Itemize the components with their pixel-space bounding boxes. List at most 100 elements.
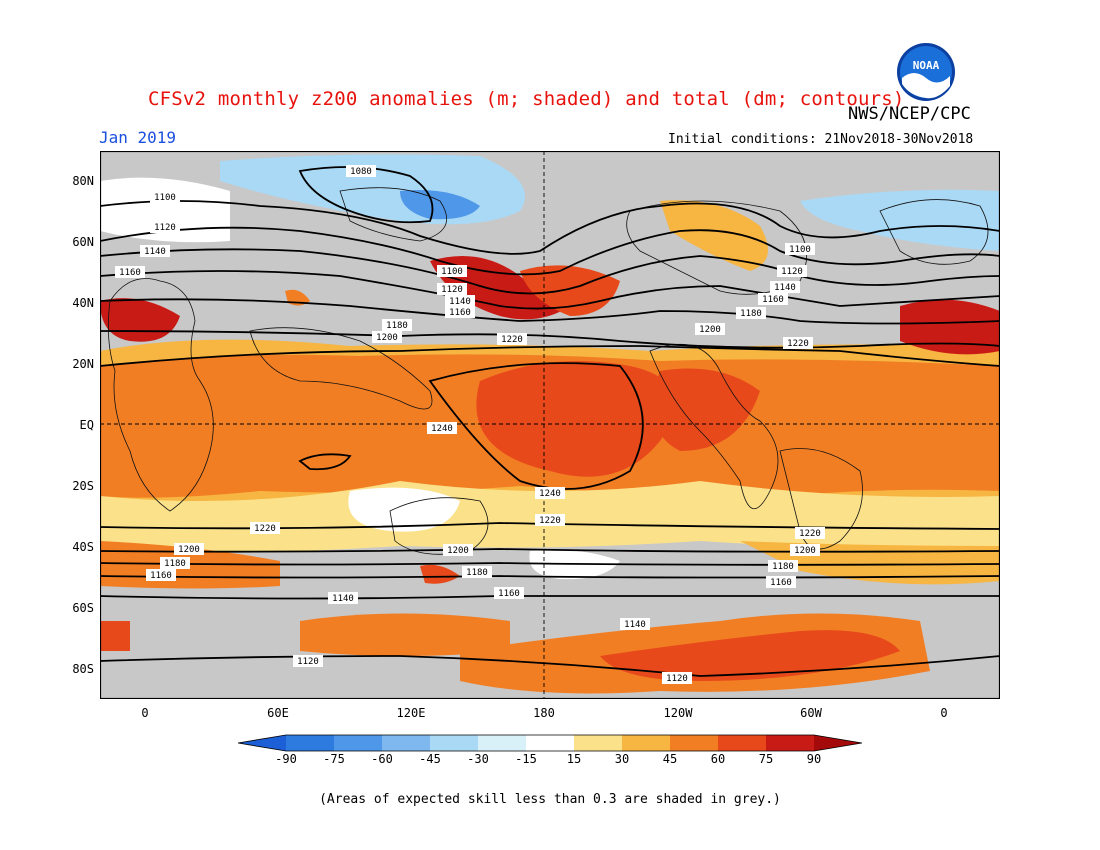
contour-label: 1140: [144, 247, 166, 257]
anomaly-minus45-minus60: [400, 190, 480, 220]
contour-label: 1120: [666, 674, 688, 684]
contour-label: 1220: [501, 335, 523, 345]
contour-labels: 1080 1100 1120 1140 1160 1100 1120 1140 …: [115, 165, 825, 684]
colorbar-swatch: [430, 735, 478, 751]
colorbar-label: 75: [758, 752, 774, 766]
chart-title: CFSv2 monthly z200 anomalies (m; shaded)…: [148, 88, 905, 110]
colorbar-label: -15: [515, 752, 537, 766]
anomaly-60-75: [100, 621, 130, 651]
colorbar-label: 60: [710, 752, 726, 766]
anomaly-60-75: [476, 361, 675, 477]
contour-label: 1200: [447, 546, 469, 556]
colorbar-label: 15: [566, 752, 582, 766]
contour-label: 1100: [441, 267, 463, 277]
colorbar-label: -45: [419, 752, 441, 766]
contour-label: 1180: [772, 562, 794, 572]
colorbar-swatch: [766, 735, 814, 751]
contour-label: 1160: [762, 295, 784, 305]
colorbar-swatch: [814, 735, 862, 751]
colorbar-swatch: [334, 735, 382, 751]
initial-conditions: Initial conditions: 21Nov2018-30Nov2018: [668, 132, 974, 147]
coastlines: [107, 187, 989, 555]
colorbar-label: 45: [662, 752, 678, 766]
contour-label: 1160: [498, 589, 520, 599]
contour-label: 1120: [441, 285, 463, 295]
contour-label: 1140: [624, 620, 646, 630]
contour-label: 1100: [789, 245, 811, 255]
lon-label: 60W: [800, 706, 822, 720]
colorbar-swatch: [670, 735, 718, 751]
colorbar-swatch: [478, 735, 526, 751]
contour-label: 1220: [254, 524, 276, 534]
contour-label: 1180: [740, 309, 762, 319]
lon-label: 0: [141, 706, 149, 720]
contour-label: 1240: [431, 424, 453, 434]
anomaly-60-75: [420, 564, 460, 584]
lat-label: 40S: [72, 540, 94, 554]
colorbar-label: -90: [275, 752, 297, 766]
anomaly-30-45: [660, 200, 768, 271]
contour-label: 1220: [539, 516, 561, 526]
colorbar-swatch: [622, 735, 670, 751]
contour-label: 1120: [781, 267, 803, 277]
noaa-logo: NOAA: [896, 42, 956, 102]
map-frame: [100, 151, 1000, 699]
colorbar-label: -30: [467, 752, 489, 766]
contour-label: 1100: [154, 193, 176, 203]
logo-text: NOAA: [913, 59, 940, 72]
contour-label: 1200: [178, 545, 200, 555]
anomaly-45-60: [248, 368, 360, 407]
lat-label: 40N: [72, 296, 94, 310]
colorbar-swatch: [238, 735, 286, 751]
lon-label: 180: [533, 706, 555, 720]
lat-label: 80N: [72, 174, 94, 188]
lat-label: 20N: [72, 357, 94, 371]
contour-label: 1160: [150, 571, 172, 581]
contour-label: 1160: [449, 308, 471, 318]
anomaly-75-90: [900, 299, 1000, 355]
lon-label: 60E: [267, 706, 289, 720]
colorbar-swatch: [574, 735, 622, 751]
colorbar-label: 90: [806, 752, 822, 766]
lon-label: 120E: [396, 706, 426, 720]
contour-label: 1200: [794, 546, 816, 556]
colorbar-swatch: [286, 735, 334, 751]
contour-label: 1140: [774, 283, 796, 293]
colorbar-label: -75: [323, 752, 345, 766]
lat-label: EQ: [79, 418, 94, 432]
anomaly-minus15-minus30: [800, 189, 1000, 251]
contour-label: 1240: [539, 489, 561, 499]
contour-label: 1160: [770, 578, 792, 588]
colorbar-swatch: [526, 735, 574, 751]
lat-label: 60N: [72, 235, 94, 249]
lon-label: 0: [940, 706, 948, 720]
contour-label: 1200: [699, 325, 721, 335]
lon-label: 120W: [663, 706, 693, 720]
contour-label: 1180: [386, 321, 408, 331]
contour-label: 1200: [376, 333, 398, 343]
lat-label: 60S: [72, 601, 94, 615]
colorbar-label: -60: [371, 752, 393, 766]
anomaly-45-60: [300, 613, 510, 656]
anomaly-neutral: [100, 177, 230, 243]
forecast-month: Jan 2019: [99, 128, 177, 147]
lat-label: 20S: [72, 479, 94, 493]
contour-label: 1160: [119, 268, 141, 278]
contour-label: 1120: [297, 657, 319, 667]
anomaly-60-75: [653, 368, 760, 451]
contour-label: 1120: [154, 223, 176, 233]
colorbar-swatch: [382, 735, 430, 751]
agency-label: NWS/NCEP/CPC: [848, 104, 971, 124]
contour-label: 1180: [164, 559, 186, 569]
colorbar: [238, 734, 862, 752]
contour-label: 1220: [799, 529, 821, 539]
anomaly-60-75: [600, 630, 900, 681]
contour-label: 1220: [787, 339, 809, 349]
contour-label: 1080: [350, 167, 372, 177]
anomaly-60-75: [520, 265, 620, 316]
anomaly-map: 1080 1100 1120 1140 1160 1100 1120 1140 …: [100, 151, 1000, 699]
contour-label: 1140: [449, 297, 471, 307]
contour-label: 1140: [332, 594, 354, 604]
skill-note: (Areas of expected skill less than 0.3 a…: [319, 792, 781, 807]
colorbar-swatch: [718, 735, 766, 751]
